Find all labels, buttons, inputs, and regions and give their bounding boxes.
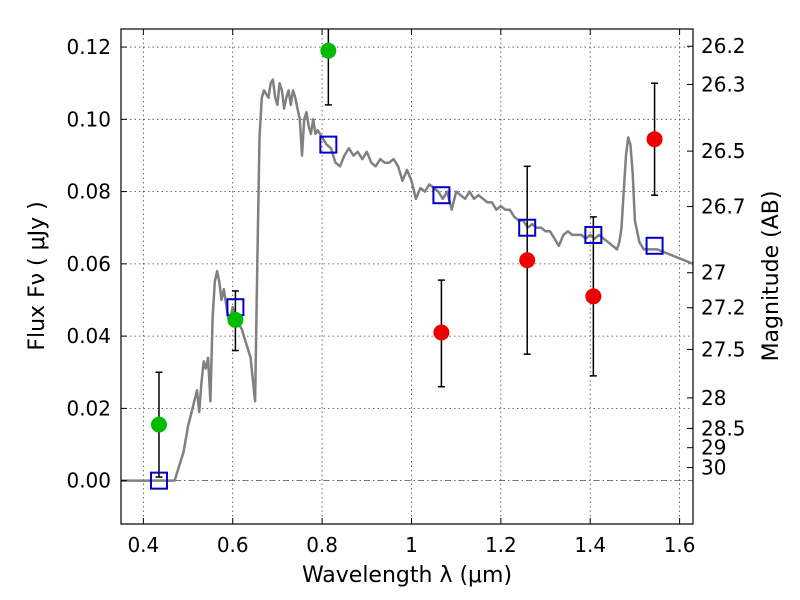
model-flux-square	[645, 236, 664, 255]
axis-ticks	[121, 29, 693, 524]
x-tick-label: 0.4	[127, 533, 159, 557]
y-tick-label: 0.04	[66, 324, 111, 348]
y-tick-label: 0.12	[66, 35, 111, 59]
model-flux-square	[584, 225, 603, 244]
model-flux-square	[149, 471, 168, 490]
y-axis-title: Flux Fν ( μJy )	[25, 201, 50, 350]
y-tick-labels: 0.00 0.02 0.04 0.06 0.08 0.10 0.12	[66, 35, 111, 493]
y2-tick-label: 26.5	[701, 139, 746, 163]
grid	[121, 29, 693, 524]
model-flux-square	[432, 186, 451, 205]
y2-tick-label: 26.2	[701, 34, 746, 58]
model-flux-square	[319, 135, 338, 154]
y2-tick-label: 26.3	[701, 72, 746, 96]
y-tick-label: 0.00	[66, 469, 111, 493]
observed-flux-point	[585, 288, 602, 305]
y2-axis-title: Magnitude (AB)	[759, 191, 784, 362]
y2-tick-label: 28	[701, 386, 726, 410]
x-axis-title: Wavelength λ (μm)	[302, 563, 512, 588]
x-tick-label: 1.2	[485, 533, 517, 557]
observed-flux-point	[433, 324, 450, 341]
data-markers	[149, 42, 664, 490]
y2-tick-label: 29	[701, 436, 726, 460]
y2-tick-label: 27.5	[701, 337, 746, 361]
observed-flux-point	[150, 416, 167, 433]
x-tick-label: 1	[405, 533, 418, 557]
observed-flux-point	[519, 252, 536, 269]
x-tick-label: 0.8	[306, 533, 338, 557]
x-tick-label: 1.6	[664, 533, 696, 557]
observed-flux-point	[646, 131, 663, 148]
plot-frame	[120, 28, 694, 525]
x-tick-labels: 0.4 0.6 0.8 1 1.2 1.4 1.6	[127, 533, 695, 557]
observed-flux-point	[227, 311, 244, 328]
y-tick-label: 0.08	[66, 180, 111, 204]
y-tick-label: 0.10	[66, 107, 111, 131]
y2-tick-label: 30	[701, 456, 726, 480]
y2-tick-label: 27.2	[701, 296, 746, 320]
x-tick-label: 1.4	[574, 533, 606, 557]
x-tick-label: 0.6	[217, 533, 249, 557]
y2-tick-label: 28.5	[701, 416, 746, 440]
y-tick-label: 0.02	[66, 396, 111, 420]
y-tick-label: 0.06	[66, 252, 111, 276]
y2-tick-label: 27	[701, 261, 726, 285]
y2-tick-label: 26.7	[701, 195, 746, 219]
observed-flux-point	[320, 42, 337, 59]
model-flux-square	[518, 218, 537, 237]
